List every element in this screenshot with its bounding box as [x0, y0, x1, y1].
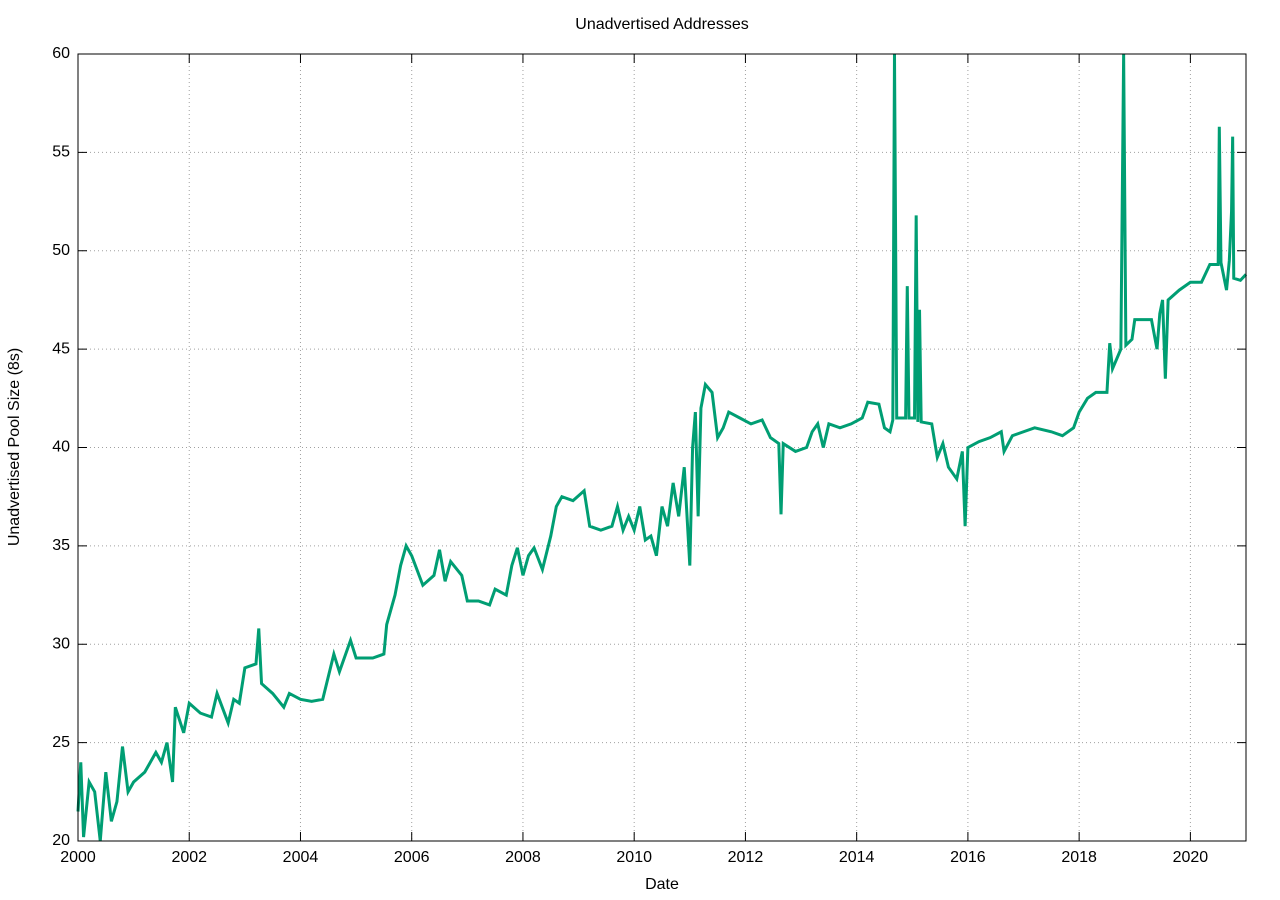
chart-title: Unadvertised Addresses: [575, 16, 748, 33]
y-axis-label: Unadvertised Pool Size (8s): [6, 348, 23, 546]
y-tick-label: 45: [52, 340, 70, 357]
y-tick-label: 25: [52, 734, 70, 751]
x-axis-label: Date: [645, 876, 679, 893]
x-tick-label: 2020: [1173, 849, 1209, 866]
x-tick-label: 2000: [60, 849, 96, 866]
y-tick-label: 20: [52, 832, 70, 849]
x-tick-label: 2008: [505, 849, 541, 866]
y-tick-label: 50: [52, 242, 70, 259]
y-tick-label: 30: [52, 635, 70, 652]
x-tick-label: 2002: [171, 849, 207, 866]
x-tick-label: 2014: [839, 849, 875, 866]
y-tick-label: 35: [52, 537, 70, 554]
x-tick-label: 2006: [394, 849, 430, 866]
plot-frame: [77, 53, 1247, 842]
data-line: [76, 53, 1248, 842]
x-tick-label: 2016: [950, 849, 986, 866]
x-tick-label: 2004: [283, 849, 319, 866]
y-tick-label: 55: [52, 144, 70, 161]
x-tick-label: 2010: [616, 849, 652, 866]
y-tick-label: 40: [52, 439, 70, 456]
y-tick-label: 60: [52, 45, 70, 62]
x-tick-label: 2018: [1061, 849, 1097, 866]
x-tick-label: 2012: [728, 849, 764, 866]
